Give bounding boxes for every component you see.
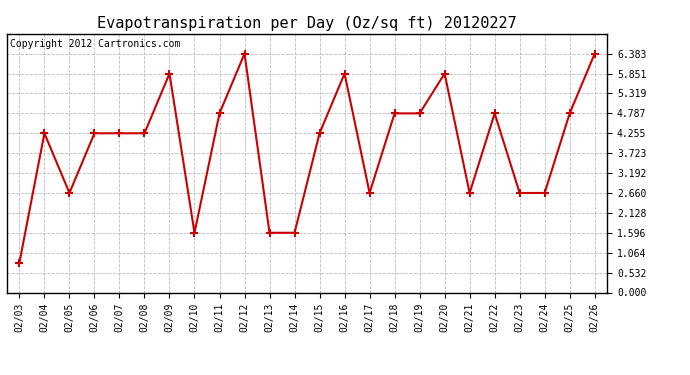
Title: Evapotranspiration per Day (Oz/sq ft) 20120227: Evapotranspiration per Day (Oz/sq ft) 20… [97,16,517,31]
Text: Copyright 2012 Cartronics.com: Copyright 2012 Cartronics.com [10,39,180,49]
